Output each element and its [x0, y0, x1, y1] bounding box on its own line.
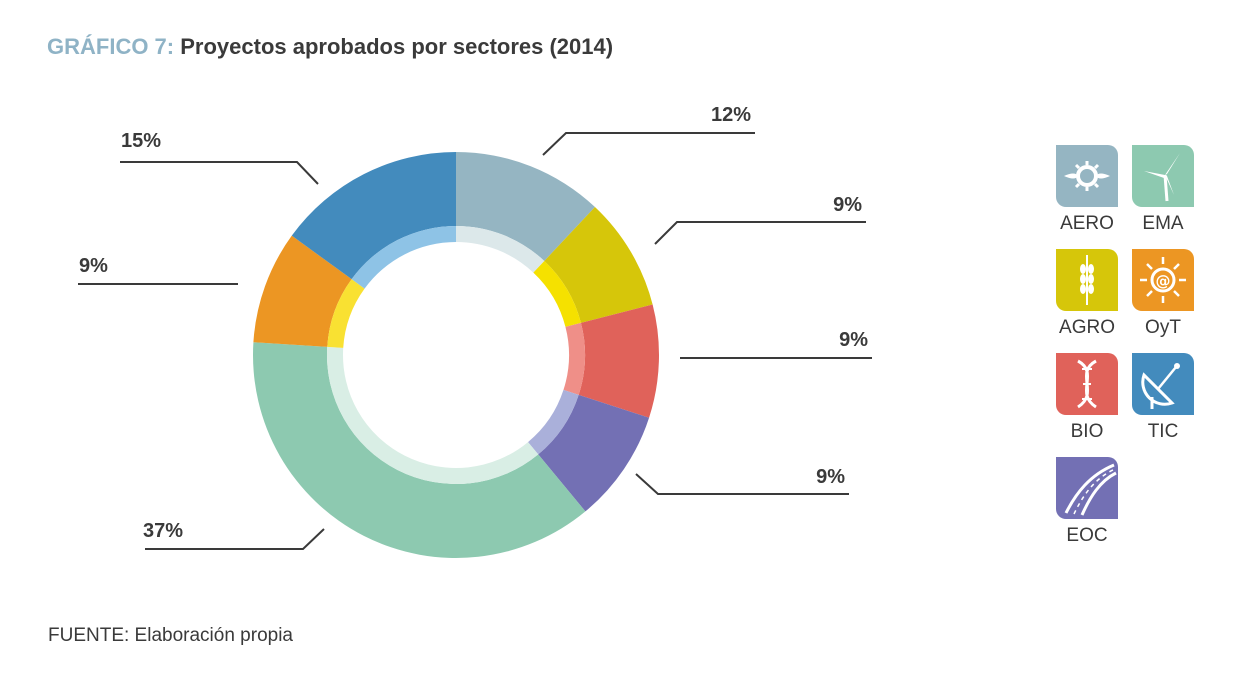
slice-inner-oyt	[327, 279, 365, 348]
chart-title: GRÁFICO 7: Proyectos aprobados por secto…	[47, 34, 613, 60]
road-icon	[1064, 463, 1117, 516]
legend-label-oyt: OyT	[1145, 317, 1181, 338]
slice-inner-bio	[563, 322, 585, 395]
slice-inner-ema	[326, 346, 539, 485]
legend-item-eoc: EOC	[1048, 457, 1126, 547]
legend-tile-eoc	[1056, 457, 1118, 519]
satellite-dish-icon	[1141, 363, 1180, 409]
legend-label-bio: BIO	[1070, 421, 1104, 442]
leader-line-tic	[120, 161, 319, 185]
legend-label-eoc: EOC	[1066, 525, 1108, 546]
chart-title-prefix: GRÁFICO 7:	[47, 34, 175, 59]
slice-inner-tic	[351, 226, 456, 289]
legend-tile-bio	[1056, 353, 1118, 415]
slice-bio	[578, 304, 659, 418]
data-label-ema: 37%	[143, 520, 183, 542]
leader-line-ema	[145, 528, 325, 550]
legend-label-aero: AERO	[1060, 213, 1114, 234]
legend-item-oyt: @ OyT	[1124, 249, 1202, 339]
leader-line-agro	[654, 221, 866, 245]
slice-tic	[291, 152, 456, 280]
data-label-aero: 12%	[711, 104, 751, 126]
slice-aero	[456, 152, 595, 261]
legend-item-aero: AERO	[1048, 145, 1126, 235]
slice-inner-aero	[456, 226, 545, 273]
legend-tile-aero	[1056, 145, 1118, 207]
slice-inner-eoc	[528, 389, 579, 455]
wheat-icon	[1080, 255, 1094, 305]
legend-label-ema: EMA	[1142, 213, 1184, 234]
legend-item-bio: BIO	[1048, 353, 1126, 443]
legend-label-tic: TIC	[1147, 421, 1179, 442]
wind-turbine-icon	[1144, 153, 1180, 202]
slice-oyt	[253, 235, 352, 347]
gear-icon	[1064, 161, 1110, 191]
chart-title-main: Proyectos aprobados por sectores (2014)	[180, 34, 614, 59]
legend-tile-tic	[1132, 353, 1194, 415]
legend-label-agro: AGRO	[1059, 317, 1115, 338]
data-label-agro: 9%	[833, 194, 862, 216]
dna-icon	[1077, 359, 1097, 409]
data-label-bio: 9%	[839, 329, 868, 351]
leader-line-eoc	[635, 473, 849, 495]
slice-agro	[544, 207, 653, 323]
legend-item-agro: AGRO	[1048, 249, 1126, 339]
legend-tile-ema	[1132, 145, 1194, 207]
source-note: FUENTE: Elaboración propia	[48, 625, 293, 646]
leader-line-aero	[542, 132, 755, 156]
data-label-tic: 15%	[121, 130, 161, 152]
legend-item-tic: TIC	[1124, 353, 1202, 443]
donut-chart: 12% 9% 9% 9% 37% 9% 15%	[78, 104, 872, 558]
legend-tile-oyt: @	[1132, 249, 1194, 311]
data-label-eoc: 9%	[816, 466, 845, 488]
legend-tile-agro	[1056, 249, 1118, 311]
svg-text:@: @	[1156, 272, 1171, 290]
slice-inner-agro	[533, 260, 581, 327]
legend-item-ema: EMA	[1124, 145, 1202, 235]
data-label-oyt: 9%	[79, 255, 108, 277]
slice-ema	[253, 342, 586, 558]
slice-eoc	[538, 394, 650, 512]
sun-icon: @	[1140, 257, 1186, 303]
